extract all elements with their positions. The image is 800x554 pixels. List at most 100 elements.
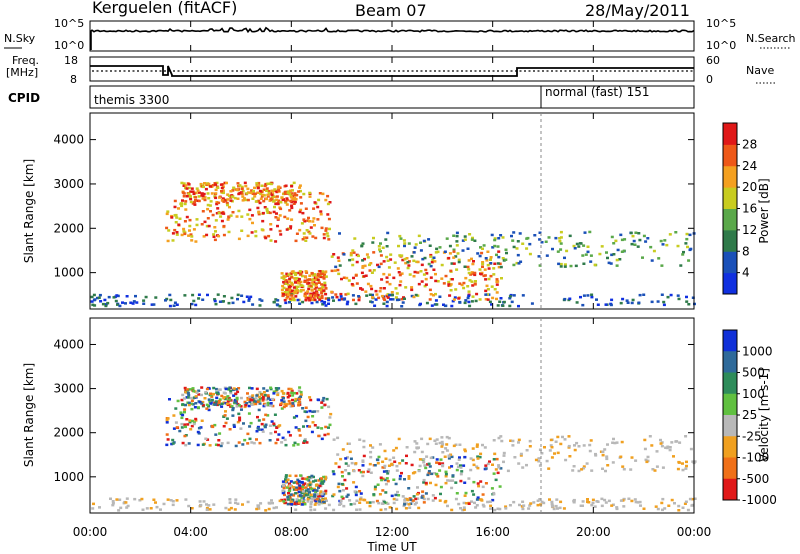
echo-cell [309, 398, 313, 402]
echo-cell [311, 283, 315, 286]
echo-cell [234, 388, 238, 391]
echo-cell [258, 304, 262, 307]
echo-cell [300, 480, 304, 484]
colorbar-tick-label: -25 [742, 429, 762, 443]
echo-cell [459, 507, 462, 510]
echo-cell [383, 449, 387, 453]
echo-cell [372, 493, 376, 496]
echo-cell [293, 279, 297, 283]
echo-cell [397, 271, 401, 274]
echo-cell [194, 417, 198, 421]
echo-cell [432, 256, 436, 259]
echo-cell [469, 468, 473, 472]
echo-cell [542, 501, 546, 505]
echo-cell [482, 274, 486, 278]
echo-cell [414, 497, 418, 501]
echo-cell [486, 298, 490, 301]
echo-cell [200, 386, 204, 389]
echo-cell [196, 443, 200, 447]
echo-cell [214, 188, 218, 192]
colorbar-tick-label: 4 [742, 266, 750, 280]
echo-cell [331, 296, 335, 299]
echo-cell [387, 470, 390, 473]
echo-cell [240, 185, 244, 189]
echo-cell [321, 275, 325, 279]
echo-cell [230, 405, 234, 408]
echo-cell [236, 293, 240, 297]
echo-cell [450, 455, 454, 459]
echo-cell [387, 464, 391, 467]
echo-cell [537, 460, 541, 463]
echo-cell [269, 197, 273, 200]
echo-cell [255, 438, 258, 441]
echo-cell [378, 248, 381, 251]
echo-cell [315, 483, 318, 487]
echo-cell [508, 297, 512, 300]
echo-cell [309, 508, 313, 512]
echo-cell [342, 276, 346, 279]
echo-cell [295, 287, 299, 290]
echo-cell [180, 398, 184, 402]
echo-cell [274, 387, 278, 390]
echo-cell [499, 467, 503, 470]
echo-cell [455, 268, 459, 271]
echo-cell [397, 494, 401, 497]
echo-cell [342, 253, 346, 256]
echo-cell [390, 462, 394, 466]
echo-cell [199, 426, 203, 429]
echo-cell [615, 258, 619, 262]
echo-cell [470, 300, 474, 303]
echo-cell [320, 427, 324, 430]
echo-cell [630, 242, 634, 246]
echo-cell [141, 508, 145, 511]
echo-cell [366, 470, 370, 473]
echo-cell [106, 301, 110, 305]
echo-cell [304, 298, 308, 302]
echo-cell [320, 294, 324, 298]
echo-cell [327, 297, 331, 300]
echo-cell [338, 489, 342, 493]
echo-cell [296, 443, 300, 446]
echo-cell [243, 438, 247, 442]
echo-cell [639, 504, 642, 507]
echo-cell [479, 246, 482, 249]
echo-cell [295, 232, 299, 235]
echo-cell [676, 294, 680, 297]
echo-cell [287, 492, 290, 495]
echo-cell [630, 301, 634, 305]
echo-cell [444, 481, 448, 485]
echo-cell [618, 258, 622, 261]
echo-cell [320, 296, 324, 300]
echo-cell [290, 391, 294, 394]
echo-cell [517, 441, 520, 444]
echo-cell [266, 195, 270, 198]
echo-cell [401, 258, 405, 262]
echo-cell [222, 224, 226, 228]
echo-cell [252, 189, 255, 193]
echo-cell [317, 503, 321, 506]
echo-cell [287, 283, 291, 287]
echo-cell [379, 262, 383, 266]
echo-cell [258, 402, 262, 405]
echo-cell [181, 191, 185, 194]
echo-cell [504, 505, 508, 508]
echo-cell [186, 396, 190, 399]
echo-cell [567, 435, 571, 438]
echo-cell [383, 298, 387, 302]
echo-cell [174, 421, 178, 424]
echo-cell [319, 213, 323, 216]
echo-cell [420, 496, 424, 499]
echo-cell [638, 500, 642, 504]
cpid-mode-1: themis 3300 [94, 93, 169, 107]
echo-cell [313, 298, 317, 302]
echo-cell [260, 195, 264, 198]
echo-cell [189, 233, 193, 236]
echo-cell [315, 489, 319, 492]
echo-cell [278, 214, 282, 217]
echo-cell [504, 258, 508, 261]
echo-cell [323, 284, 327, 287]
echo-cell [662, 300, 666, 304]
echo-cell [241, 189, 245, 193]
echo-cell [318, 296, 322, 299]
echo-cell [479, 480, 483, 483]
